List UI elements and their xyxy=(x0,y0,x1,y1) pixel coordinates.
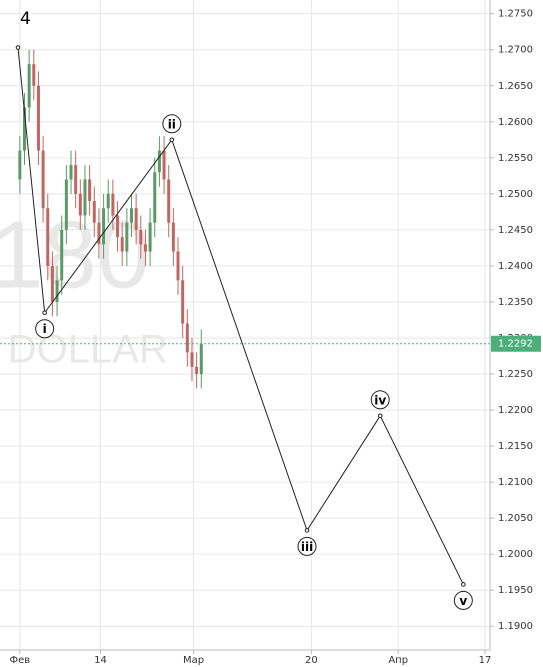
candle-body xyxy=(64,179,68,230)
candle-body xyxy=(153,172,157,223)
y-tick-label: 1.2150 xyxy=(498,441,533,452)
candle-body xyxy=(199,343,203,375)
wave-label: v xyxy=(459,594,467,608)
x-tick-label: 20 xyxy=(305,655,318,666)
candle-body xyxy=(129,208,133,223)
wave-label-circle xyxy=(370,390,390,410)
wave-label-circle xyxy=(453,590,473,610)
y-tick-label: 1.2550 xyxy=(498,153,533,164)
wave-point xyxy=(169,137,175,143)
candle-body xyxy=(78,193,82,216)
y-tick-label: 1.2450 xyxy=(498,225,533,236)
candle-body xyxy=(185,323,189,353)
x-tick-label: Апр xyxy=(388,655,408,666)
wave-point xyxy=(15,45,21,50)
y-tick-label: 1.2350 xyxy=(498,297,533,308)
x-tick-label: 14 xyxy=(94,655,107,666)
y-tick-label: 1.2650 xyxy=(498,81,533,92)
candle-body xyxy=(116,215,120,238)
candle-body xyxy=(102,208,106,245)
y-tick-label: 1.2750 xyxy=(498,9,533,20)
candle-body xyxy=(18,150,22,180)
wave-point xyxy=(304,528,310,533)
candle-body xyxy=(181,280,185,324)
candle-body xyxy=(162,150,166,180)
wave-label: iii xyxy=(301,540,313,554)
x-tick-label: Мар xyxy=(183,655,204,666)
y-tick-label: 1.2400 xyxy=(498,261,533,272)
wave-label-circle xyxy=(297,536,317,556)
candle-body xyxy=(60,229,64,281)
wave-label-circle xyxy=(35,319,55,339)
wave-point xyxy=(461,582,466,587)
y-tick-label: 1.2250 xyxy=(498,369,533,380)
candle-body xyxy=(88,179,92,202)
y-tick-label: 1.2500 xyxy=(498,189,533,200)
candle-body xyxy=(55,280,59,302)
candle-body xyxy=(157,150,161,173)
candle-body xyxy=(125,222,129,252)
wave-point xyxy=(42,310,47,316)
candle-body xyxy=(190,352,194,367)
y-tick-label: 1.2100 xyxy=(498,477,533,488)
candle-body xyxy=(148,222,152,252)
candle-body xyxy=(176,251,180,281)
last-price-tag xyxy=(491,335,541,352)
wave-label: i xyxy=(43,322,47,336)
candle-body xyxy=(167,179,171,223)
y-tick-label: 1.2000 xyxy=(498,549,533,560)
candle-body xyxy=(41,150,45,209)
wave-label-circle xyxy=(162,114,182,134)
candle-body xyxy=(36,85,40,151)
candle-body xyxy=(27,64,31,108)
y-tick-label: 1.2700 xyxy=(498,45,533,56)
wave-label: iv xyxy=(374,393,386,407)
candle-body xyxy=(134,208,138,230)
candle-body xyxy=(120,237,124,252)
wave-line xyxy=(17,47,464,585)
wave-point xyxy=(377,413,383,419)
candle-body xyxy=(74,165,78,194)
y-tick-label: 1.2050 xyxy=(498,513,533,524)
chart-title: 4 xyxy=(20,9,31,29)
candle-body xyxy=(171,222,175,252)
last-price-label: 1.2292 xyxy=(498,339,533,350)
y-tick-label: 1.1950 xyxy=(498,585,533,596)
candle-body xyxy=(92,201,96,223)
candle-body xyxy=(106,193,110,209)
candle-body xyxy=(50,265,54,302)
candle-body xyxy=(32,64,36,86)
candle-body xyxy=(143,244,147,252)
y-tick-label: 1.2600 xyxy=(498,117,533,128)
candle-body xyxy=(83,179,87,216)
candle-body xyxy=(111,193,115,216)
x-tick-label: 17 xyxy=(479,655,492,666)
watermark: 180 xyxy=(0,201,150,308)
y-tick-label: 1.2200 xyxy=(498,405,533,416)
candle-body xyxy=(46,208,50,266)
y-tick-label: 1.1900 xyxy=(498,621,533,632)
candle-body xyxy=(139,229,143,245)
candle-body xyxy=(195,366,199,375)
wave-label: ii xyxy=(168,117,176,131)
candle-body xyxy=(97,222,101,245)
price-axis xyxy=(490,0,543,667)
candle-body xyxy=(69,165,73,180)
candle-body xyxy=(23,107,26,151)
x-tick-label: Фев xyxy=(10,655,31,666)
watermark: S DOLLAR xyxy=(0,328,168,372)
